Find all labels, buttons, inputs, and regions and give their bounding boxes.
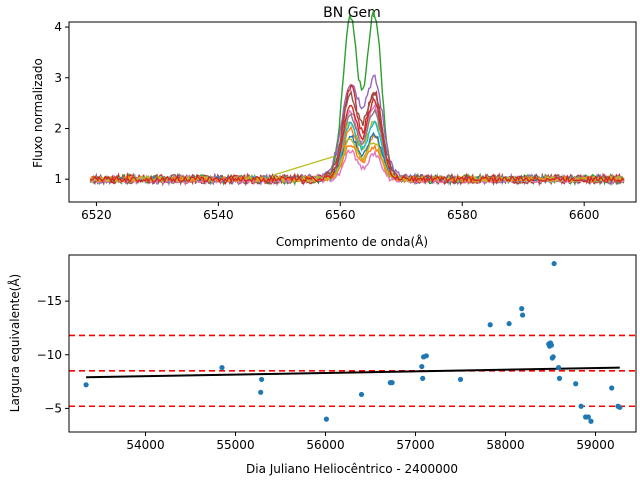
data-point	[419, 363, 425, 370]
top-x-tick-label: 6540	[203, 208, 234, 222]
data-point	[259, 376, 265, 383]
top-y-tick-label: 1	[54, 172, 62, 186]
data-point	[556, 365, 562, 371]
bottom-x-tick-label: 56000	[306, 438, 344, 452]
data-point	[323, 416, 329, 422]
bottom-x-tick-label: 58000	[486, 438, 524, 452]
data-point	[551, 260, 557, 267]
data-point	[487, 322, 493, 328]
data-point	[585, 414, 591, 420]
data-point	[520, 312, 526, 318]
spectrum-line	[90, 96, 625, 185]
bottom-y-axis-label: Largura equivalente(Å)	[7, 274, 22, 412]
bottom-x-tick-label: 59000	[576, 438, 614, 452]
data-point	[358, 391, 365, 398]
data-point	[609, 385, 615, 391]
top-y-tick-label: 4	[54, 20, 62, 34]
top-axes-frame	[68, 21, 637, 203]
data-point	[83, 382, 89, 388]
data-point	[548, 342, 555, 348]
data-point	[258, 389, 264, 395]
data-point	[389, 380, 395, 386]
top-x-ticks: 6520 6540 6560 6580 6600	[81, 202, 599, 222]
data-point	[617, 404, 623, 410]
bottom-axes-frame	[68, 254, 637, 433]
reference-lines-group	[69, 334, 636, 408]
top-y-tick-label: 2	[54, 121, 62, 135]
data-point	[219, 365, 225, 371]
top-x-tick-label: 6560	[325, 208, 356, 222]
data-point	[420, 375, 426, 381]
top-x-tick-label: 6580	[447, 208, 478, 222]
scatter-points-group	[83, 260, 623, 424]
data-point	[550, 354, 556, 360]
equivalent-width-panel: 54000 55000 56000 57000 58000 59000 −5−10−15 …	[7, 254, 637, 476]
top-y-tick-label: 3	[54, 71, 62, 85]
data-point	[423, 353, 429, 359]
data-point	[578, 403, 584, 409]
bottom-x-ticks: 54000 55000 56000 57000 58000 59000	[126, 432, 615, 452]
data-point	[519, 306, 525, 312]
bottom-x-tick-label: 57000	[396, 438, 434, 452]
bottom-x-axis-label: Dia Juliano Heliocêntrico - 2400000	[246, 462, 458, 476]
bottom-x-tick-label: 55000	[216, 438, 254, 452]
spectrum-panel: BN Gem 6520 6540 6560 6580 6600 1 2 3 4 Comprim…	[31, 5, 637, 249]
top-x-tick-label: 6520	[81, 208, 112, 222]
top-y-axis-label: Fluxo normalizado	[31, 58, 45, 168]
top-y-ticks: 1 2 3 4	[54, 20, 69, 186]
chart-title: BN Gem	[323, 5, 381, 21]
bottom-y-ticks: −5 −10 −15	[37, 294, 69, 415]
data-point	[506, 321, 512, 327]
spectrum-series-group	[89, 8, 625, 187]
bottom-y-tick-label: −15	[37, 294, 62, 308]
data-point	[556, 375, 563, 381]
data-point	[588, 418, 594, 424]
bottom-y-tick-label: −10	[37, 348, 62, 362]
bottom-x-tick-label: 54000	[126, 438, 164, 452]
top-x-tick-label: 6600	[569, 208, 600, 222]
interpolation-line	[273, 155, 335, 176]
bottom-y-tick-label: −5	[44, 401, 62, 415]
top-x-axis-label: Comprimento de onda(Å)	[276, 234, 428, 249]
data-point	[573, 381, 579, 387]
data-point	[457, 376, 464, 383]
trend-line	[86, 366, 620, 379]
